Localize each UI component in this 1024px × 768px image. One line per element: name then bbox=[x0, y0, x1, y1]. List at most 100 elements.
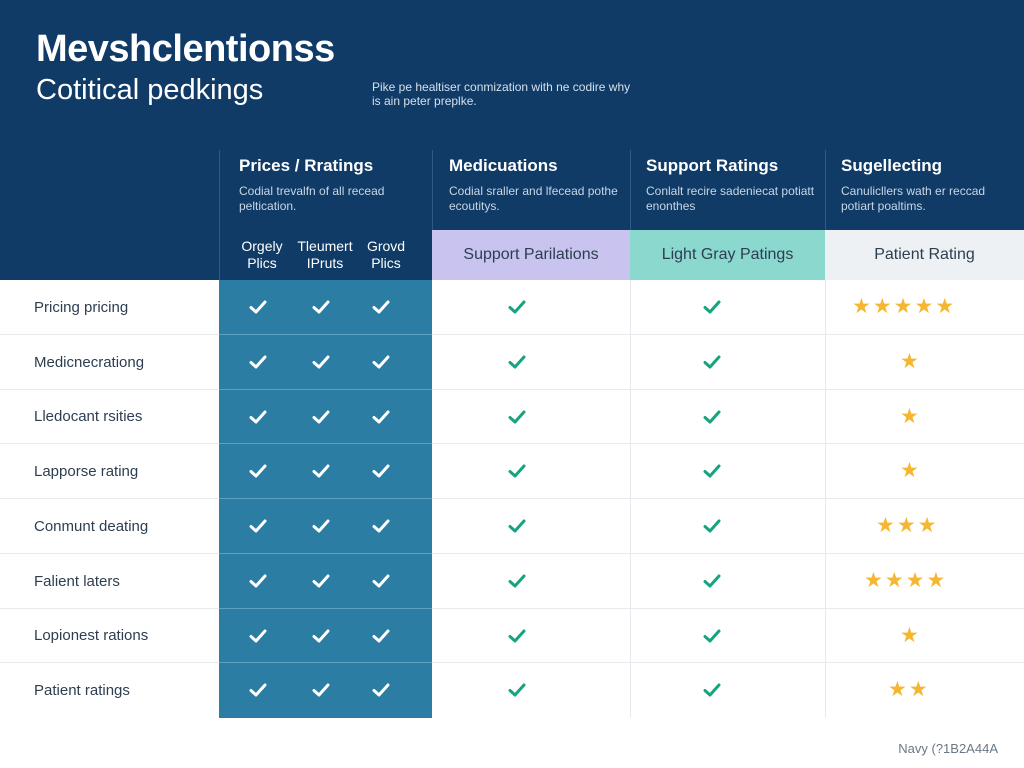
row-label: Medicnecrationg bbox=[34, 353, 145, 371]
star-icon: ★ bbox=[900, 458, 921, 483]
column-title: Prices / Rratings bbox=[239, 156, 374, 175]
row-label: Pricing pricing bbox=[34, 298, 129, 316]
page-title: Mevshclentionss bbox=[36, 28, 335, 70]
row-label: Lapporse rating bbox=[34, 463, 139, 481]
star-rating: ★★ bbox=[888, 678, 930, 700]
row-divider bbox=[219, 333, 432, 335]
check-icon bbox=[312, 300, 330, 314]
check-icon bbox=[703, 574, 721, 588]
star-icon: ★ bbox=[864, 567, 885, 592]
column-header-prices: Prices / Rratings Codial trevalfn of all… bbox=[239, 156, 419, 214]
table-row: Lledocant rsities ★ bbox=[0, 390, 1024, 445]
check-icon bbox=[249, 355, 267, 369]
header-divider bbox=[219, 150, 220, 280]
check-icon bbox=[312, 355, 330, 369]
star-rating: ★ bbox=[900, 350, 921, 372]
column-header-support: Support Ratings Conlalt recire sadenieca… bbox=[646, 156, 816, 214]
row-label: Lledocant rsities bbox=[34, 408, 143, 426]
table-row: Lopionest rations ★ bbox=[0, 609, 1024, 664]
band-support: Light Gray Patings bbox=[630, 230, 825, 280]
row-divider bbox=[219, 498, 432, 499]
star-rating: ★ bbox=[900, 459, 921, 481]
band-medications: Support Parilations bbox=[432, 230, 630, 280]
star-rating: ★ bbox=[900, 624, 921, 646]
check-icon bbox=[372, 300, 390, 314]
footnote: Navy (?1B2A44A bbox=[898, 741, 998, 756]
row-divider bbox=[219, 388, 432, 390]
row-divider bbox=[0, 443, 1024, 445]
star-rating: ★ bbox=[900, 405, 921, 427]
check-icon bbox=[508, 410, 526, 423]
check-icon bbox=[249, 464, 267, 478]
check-icon bbox=[312, 629, 330, 642]
row-divider bbox=[219, 552, 432, 554]
row-divider bbox=[0, 498, 1024, 499]
row-divider bbox=[0, 552, 1024, 554]
band-rating: Patient Rating bbox=[825, 230, 1024, 280]
column-header-suggesting: Sugellecting Canulicllers wath er reccad… bbox=[841, 156, 1011, 214]
check-icon bbox=[703, 519, 721, 533]
check-icon bbox=[249, 300, 267, 314]
column-title: Support Ratings bbox=[646, 156, 779, 175]
star-icon: ★ bbox=[872, 294, 894, 318]
star-icon: ★ bbox=[900, 622, 921, 647]
column-header-medications: Medicuations Codial sraller and lfecead … bbox=[449, 156, 619, 214]
check-icon bbox=[372, 519, 390, 533]
star-icon: ★ bbox=[935, 294, 957, 318]
check-icon bbox=[703, 629, 721, 642]
table-row: Medicnecrationg ★ bbox=[0, 335, 1024, 390]
star-rating: ★★★★ bbox=[864, 569, 947, 591]
check-icon bbox=[372, 683, 390, 697]
check-icon bbox=[249, 574, 267, 588]
check-icon bbox=[249, 410, 267, 423]
column-title: Sugellecting bbox=[841, 156, 943, 175]
column-divider bbox=[825, 280, 826, 718]
check-icon bbox=[372, 464, 390, 478]
row-label: Patient ratings bbox=[34, 682, 130, 700]
check-icon bbox=[703, 683, 721, 697]
star-rating: ★★★ bbox=[876, 514, 938, 536]
star-icon: ★ bbox=[900, 403, 921, 428]
row-divider bbox=[0, 607, 1024, 609]
page-subtitle: Cotitical pedkings bbox=[36, 74, 264, 106]
prices-column-background bbox=[219, 280, 432, 718]
check-icon bbox=[703, 355, 721, 369]
column-description: Conlalt recire sadeniecat potiatt enonth… bbox=[646, 184, 815, 213]
subcolumn-header: Grovd Plics bbox=[366, 238, 406, 271]
table-row: Falient laters ★★★★ bbox=[0, 554, 1024, 609]
star-icon: ★ bbox=[888, 677, 909, 702]
row-divider bbox=[219, 662, 432, 664]
star-icon: ★ bbox=[876, 513, 897, 537]
subcolumn-header: Orgely Plics bbox=[241, 238, 283, 271]
star-icon: ★ bbox=[926, 567, 948, 592]
check-icon bbox=[249, 519, 267, 533]
column-divider bbox=[630, 280, 631, 718]
star-icon: ★ bbox=[896, 513, 918, 537]
check-icon bbox=[508, 355, 526, 369]
check-icon bbox=[508, 519, 526, 533]
check-icon bbox=[312, 683, 330, 697]
check-icon bbox=[703, 410, 721, 423]
header-divider bbox=[630, 150, 631, 230]
check-icon bbox=[312, 464, 330, 478]
star-icon: ★ bbox=[852, 294, 873, 318]
check-icon bbox=[508, 300, 526, 314]
check-icon bbox=[372, 574, 390, 588]
row-label: Falient laters bbox=[34, 572, 120, 590]
check-icon bbox=[372, 410, 390, 423]
column-description: Codial sraller and lfecead pothe ecoutit… bbox=[449, 184, 618, 213]
star-icon: ★ bbox=[893, 294, 915, 318]
check-icon bbox=[249, 683, 267, 697]
table-row: Patient ratings ★★ bbox=[0, 663, 1024, 718]
check-icon bbox=[508, 574, 526, 588]
check-icon bbox=[312, 410, 330, 423]
subcolumn-header: Tleumert IPruts bbox=[297, 238, 353, 271]
table-row: Pricing pricing ★★★★★ bbox=[0, 280, 1024, 335]
column-description: Canulicllers wath er reccad potiart poal… bbox=[841, 184, 986, 213]
row-divider bbox=[219, 607, 432, 609]
row-divider bbox=[219, 443, 432, 445]
check-icon bbox=[508, 464, 526, 478]
check-icon bbox=[249, 629, 267, 642]
check-icon bbox=[703, 300, 721, 314]
star-icon: ★ bbox=[905, 567, 927, 592]
